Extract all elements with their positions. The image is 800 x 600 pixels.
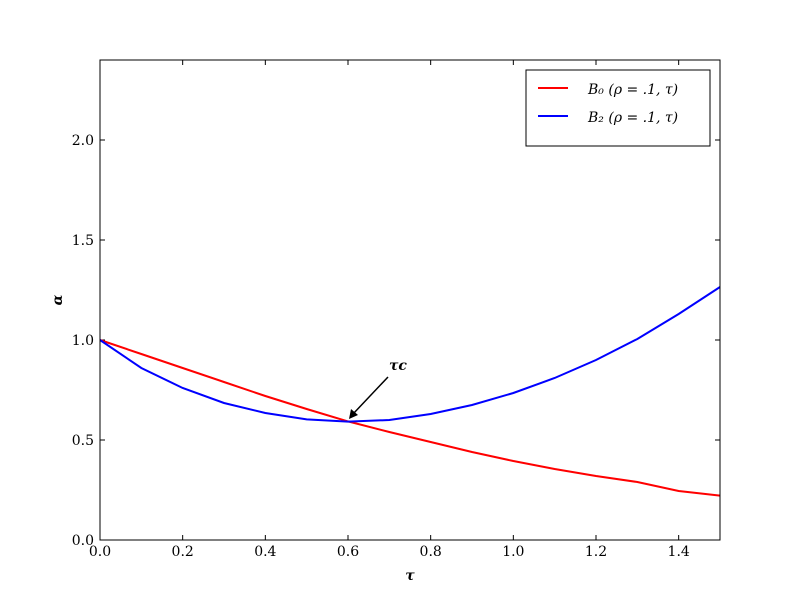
x-tick-label: 0.4	[254, 544, 276, 560]
x-tick-label: 0.8	[420, 544, 442, 560]
x-tick-label: 0.0	[89, 544, 111, 560]
line	[99, 286, 721, 423]
y-tick-label: 0.5	[72, 433, 94, 449]
x-tick-label: 1.4	[668, 544, 690, 560]
y-axis-label: α	[50, 294, 66, 305]
y-tick-label: 1.0	[72, 333, 94, 349]
annotation-arrow	[352, 376, 389, 415]
y-tick-label: 1.5	[72, 233, 94, 249]
x-axis-label: τ	[405, 568, 415, 584]
legend-label: B₂ (ρ = .1, τ)	[587, 110, 678, 126]
x-tick-label: 0.6	[337, 544, 359, 560]
y-tick-label: 0.0	[72, 533, 94, 549]
annotation: τc	[389, 358, 407, 374]
x-tick-label: 0.2	[172, 544, 194, 560]
line	[99, 339, 721, 497]
legend-box	[525, 69, 711, 147]
arrow-head	[349, 409, 358, 419]
legend-label: B₀ (ρ = .1, τ)	[587, 82, 678, 98]
y-tick-label: 2.0	[72, 133, 94, 149]
plot-frame	[99, 59, 721, 541]
x-tick-label: 1.0	[502, 544, 524, 560]
x-tick-label: 1.2	[585, 544, 607, 560]
